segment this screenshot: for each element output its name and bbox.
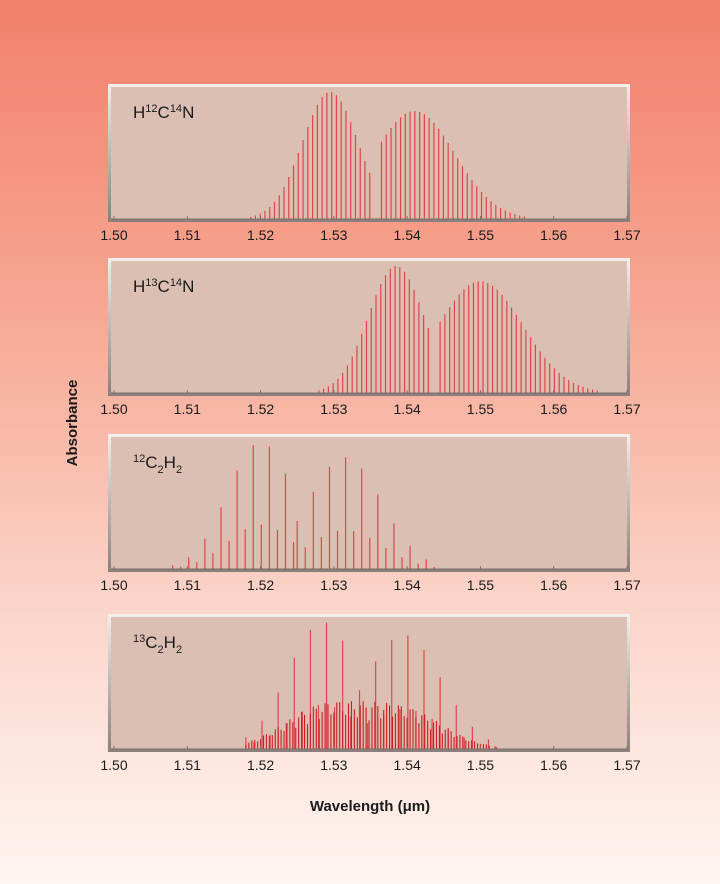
molecule-label-atom3: N	[182, 103, 194, 122]
molecule-label-isotope1: 13	[145, 277, 157, 289]
tick-label: 1.55	[467, 757, 494, 773]
tick-label: 1.55	[467, 401, 494, 417]
tick-label: 1.51	[174, 577, 201, 593]
molecule-label-atom1: H	[133, 103, 145, 122]
molecule-label-count1: 2	[158, 464, 164, 476]
tick-label: 1.53	[320, 401, 347, 417]
plot-area	[111, 437, 627, 569]
tick-label: 1.54	[394, 227, 421, 243]
tick-label: 1.56	[540, 401, 567, 417]
tick-label: 1.57	[613, 757, 640, 773]
molecule-label-atom2: H	[164, 453, 176, 472]
plot-area	[111, 261, 627, 393]
tick-label: 1.50	[100, 577, 127, 593]
molecule-label-isotope1: 12	[145, 103, 157, 115]
tick-label: 1.50	[100, 757, 127, 773]
molecule-label-count2: 2	[176, 464, 182, 476]
tick-label: 1.52	[247, 577, 274, 593]
molecule-label-atom3: N	[182, 277, 194, 296]
molecule-label: 12C2H2	[133, 453, 182, 476]
tick-label: 1.55	[467, 227, 494, 243]
tick-label: 1.56	[540, 577, 567, 593]
tick-label: 1.51	[174, 757, 201, 773]
molecule-label-atom2: C	[158, 103, 170, 122]
tick-label: 1.56	[540, 227, 567, 243]
molecule-label-count2: 2	[176, 644, 182, 656]
tick-label: 1.55	[467, 577, 494, 593]
x-axis-label: Wavelength (μm)	[310, 798, 430, 815]
molecule-label-count1: 2	[158, 644, 164, 656]
molecule-label-isotope2: 14	[170, 103, 182, 115]
y-axis-label: Absorbance	[64, 380, 81, 467]
tick-label: 1.56	[540, 757, 567, 773]
tick-label: 1.57	[613, 577, 640, 593]
tick-label: 1.54	[394, 401, 421, 417]
molecule-label-isotope: 12	[133, 453, 145, 465]
tick-label: 1.52	[247, 401, 274, 417]
tick-label: 1.52	[247, 757, 274, 773]
tick-label: 1.53	[320, 757, 347, 773]
tick-label: 1.51	[174, 401, 201, 417]
molecule-label-atom1: H	[133, 277, 145, 296]
molecule-label-atom2: C	[158, 277, 170, 296]
tick-label: 1.53	[320, 227, 347, 243]
tick-label: 1.50	[100, 227, 127, 243]
molecule-label-isotope2: 14	[170, 277, 182, 289]
tick-label: 1.50	[100, 401, 127, 417]
molecule-label: H13C14N	[133, 277, 194, 296]
molecule-label-atom1: C	[145, 453, 157, 472]
molecule-label: 13C2H2	[133, 633, 182, 656]
plot-area	[111, 87, 627, 219]
molecule-label-isotope: 13	[133, 633, 145, 645]
tick-label: 1.54	[394, 577, 421, 593]
tick-label: 1.57	[613, 401, 640, 417]
molecule-label-atom2: H	[164, 633, 176, 652]
tick-label: 1.54	[394, 757, 421, 773]
tick-label: 1.57	[613, 227, 640, 243]
tick-label: 1.52	[247, 227, 274, 243]
molecule-label-atom1: C	[145, 633, 157, 652]
tick-label: 1.51	[174, 227, 201, 243]
tick-label: 1.53	[320, 577, 347, 593]
molecule-label: H12C14N	[133, 103, 194, 122]
